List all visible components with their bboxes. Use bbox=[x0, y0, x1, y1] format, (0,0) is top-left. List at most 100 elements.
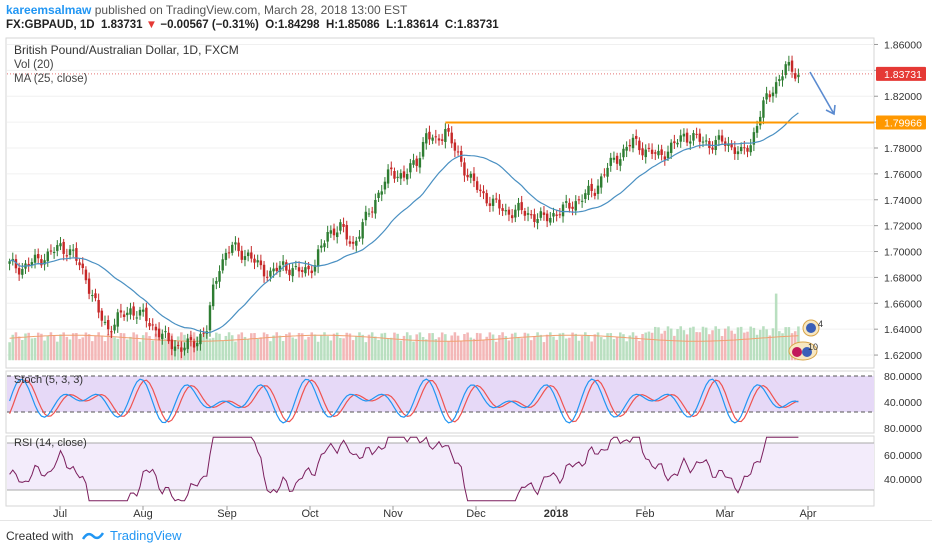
forecast-arrow[interactable] bbox=[809, 71, 836, 116]
candle-body bbox=[231, 244, 234, 253]
candle-body bbox=[781, 76, 784, 81]
candle-body bbox=[660, 149, 663, 155]
author-link[interactable]: kareemsalmaw bbox=[6, 3, 92, 17]
volume-bar bbox=[110, 332, 113, 361]
event-badge-uk[interactable]: 10 bbox=[788, 341, 818, 361]
volume-bar bbox=[383, 332, 387, 361]
volume-bar bbox=[218, 333, 221, 361]
candle-body bbox=[514, 209, 517, 218]
candle-body bbox=[186, 338, 189, 350]
candle-body bbox=[377, 192, 380, 199]
candle-body bbox=[523, 210, 527, 216]
candle-body bbox=[794, 73, 797, 79]
volume-bar bbox=[122, 333, 126, 361]
candle-body bbox=[447, 128, 450, 132]
candle-body bbox=[189, 337, 193, 340]
volume-bar bbox=[692, 326, 695, 361]
price-tick-label: 1.62000 bbox=[884, 350, 922, 362]
volume-bar bbox=[758, 329, 762, 361]
time-label: Apr bbox=[799, 508, 816, 520]
candle-body bbox=[243, 256, 247, 260]
candle-body bbox=[746, 147, 749, 152]
volume-bar bbox=[638, 340, 641, 361]
chart-area[interactable]: British Pound/Australian Dollar, 1D, FXC… bbox=[0, 36, 932, 520]
candle-body bbox=[533, 214, 536, 222]
price-axis[interactable]: 1.860001.840001.820001.800001.780001.760… bbox=[874, 39, 922, 362]
volume-bar bbox=[106, 334, 110, 361]
candle-body bbox=[479, 189, 482, 192]
volume-bar bbox=[488, 332, 492, 361]
candle-body bbox=[485, 193, 488, 204]
volume-bar bbox=[316, 341, 320, 361]
candle-body bbox=[584, 193, 587, 199]
candle-body bbox=[765, 93, 768, 100]
candle-body bbox=[145, 307, 148, 322]
tradingview-brand-link[interactable]: TradingView bbox=[110, 528, 182, 543]
volume-bar bbox=[552, 336, 555, 361]
candle-body bbox=[332, 228, 336, 236]
volume-bar bbox=[256, 339, 259, 361]
volume-bar bbox=[654, 326, 657, 361]
event-badge-flag[interactable]: 4 bbox=[802, 319, 823, 337]
candle-body bbox=[402, 171, 406, 178]
volume-bar bbox=[269, 341, 272, 361]
volume-bar bbox=[17, 336, 21, 361]
time-axis[interactable]: Jul Aug Sep Oct Nov Dec 2018 Feb Mar Apr bbox=[53, 506, 817, 520]
volume-bar bbox=[739, 326, 743, 361]
volume-bar bbox=[666, 326, 670, 361]
candle-body bbox=[771, 92, 775, 97]
candle-body bbox=[157, 328, 161, 338]
volume-bar bbox=[100, 335, 104, 361]
candle-body bbox=[704, 140, 708, 142]
volume-bar bbox=[399, 340, 403, 361]
candles bbox=[8, 55, 800, 359]
candle-body bbox=[227, 252, 231, 254]
candle-body bbox=[698, 133, 702, 142]
candle-body bbox=[364, 211, 368, 221]
volume-bar bbox=[577, 340, 581, 361]
candle-body bbox=[323, 243, 326, 248]
volume-bar bbox=[587, 335, 590, 361]
candle-body bbox=[40, 259, 43, 266]
candle-body bbox=[316, 249, 320, 267]
volume-bar bbox=[148, 336, 151, 361]
volume-bar bbox=[424, 339, 428, 361]
candle-body bbox=[749, 145, 752, 153]
candle-body bbox=[278, 265, 282, 272]
volume-bar bbox=[466, 332, 469, 361]
candle-body bbox=[619, 159, 622, 166]
volume-bar bbox=[688, 327, 692, 361]
volume-bar bbox=[762, 326, 765, 361]
candle-body bbox=[259, 260, 263, 266]
stoch-tick-80: 80.0000 bbox=[884, 371, 922, 383]
volume-bar bbox=[310, 332, 314, 361]
candle-body bbox=[615, 155, 619, 164]
candle-body bbox=[663, 156, 667, 160]
candle-body bbox=[577, 199, 581, 201]
price-tick-label: 1.64000 bbox=[884, 324, 922, 336]
candle-body bbox=[409, 163, 412, 173]
volume-bar bbox=[660, 333, 663, 361]
volume-bar bbox=[669, 328, 673, 361]
volume-bar bbox=[11, 334, 15, 361]
volume-bar bbox=[281, 341, 285, 361]
volume-bar bbox=[262, 332, 266, 361]
volume-bar bbox=[412, 341, 415, 361]
candle-body bbox=[68, 249, 72, 256]
candle-body bbox=[307, 265, 310, 270]
candle-body bbox=[65, 255, 69, 257]
candle-body bbox=[787, 61, 791, 66]
volume-bar bbox=[459, 340, 463, 361]
candle-body bbox=[399, 173, 403, 179]
candle-body bbox=[374, 199, 377, 214]
candle-body bbox=[297, 267, 301, 272]
volume-bar bbox=[603, 339, 606, 361]
volume-bar bbox=[320, 335, 323, 361]
price-pane[interactable] bbox=[5, 37, 875, 369]
candle-body bbox=[342, 224, 345, 227]
candle-body bbox=[790, 60, 794, 72]
volume-bar bbox=[342, 338, 345, 361]
volume-bar bbox=[361, 334, 364, 361]
candle-body bbox=[17, 268, 21, 275]
volume-bar bbox=[78, 338, 81, 361]
